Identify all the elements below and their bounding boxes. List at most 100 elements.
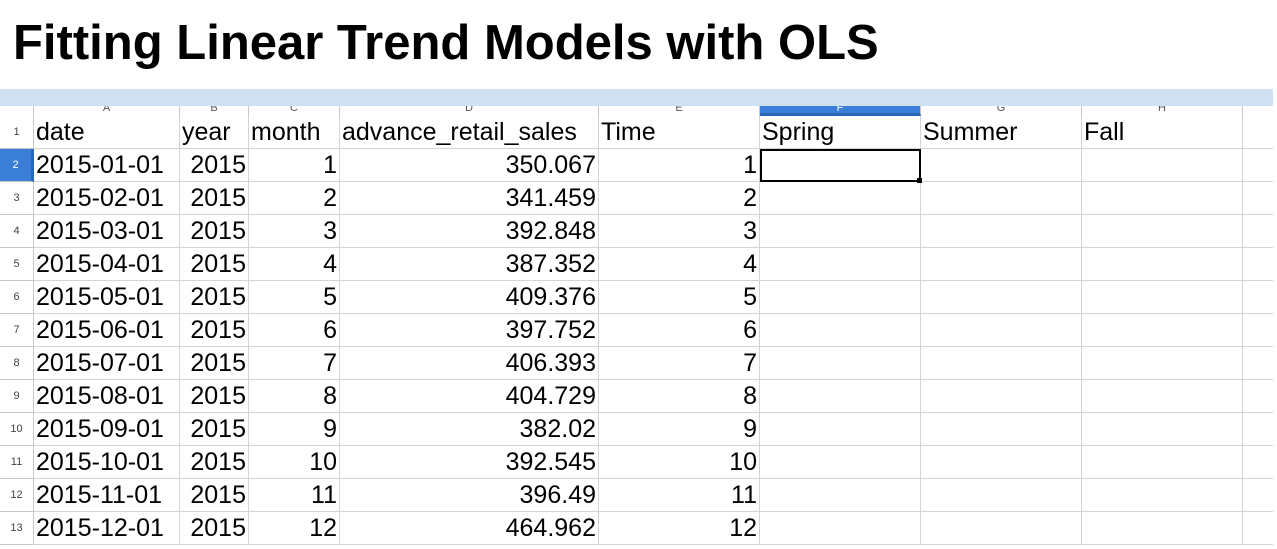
cell-a12[interactable]: 2015-11-01 <box>34 479 180 512</box>
cell-c2[interactable]: 1 <box>249 149 340 182</box>
cell-c4[interactable]: 3 <box>249 215 340 248</box>
cell-b8[interactable]: 2015 <box>180 347 249 380</box>
cell-a13[interactable]: 2015-12-01 <box>34 512 180 545</box>
cell-c11[interactable]: 10 <box>249 446 340 479</box>
cell-g1[interactable]: Summer <box>921 116 1082 149</box>
column-header-f[interactable]: F <box>760 106 921 116</box>
cell-f3[interactable] <box>760 182 921 215</box>
cell-d7[interactable]: 397.752 <box>340 314 599 347</box>
cell-f8[interactable] <box>760 347 921 380</box>
active-cell-f2[interactable] <box>760 149 921 182</box>
fill-handle[interactable] <box>917 178 922 183</box>
cell-f12[interactable] <box>760 479 921 512</box>
cell-e13[interactable]: 12 <box>599 512 760 545</box>
row-header[interactable]: 6 <box>0 281 34 314</box>
cell-b13[interactable]: 2015 <box>180 512 249 545</box>
cell-f9[interactable] <box>760 380 921 413</box>
row-header[interactable]: 7 <box>0 314 34 347</box>
row-header[interactable]: 10 <box>0 413 34 446</box>
cell-h6[interactable] <box>1082 281 1243 314</box>
cell-e6[interactable]: 5 <box>599 281 760 314</box>
cell-g6[interactable] <box>921 281 1082 314</box>
cell-e5[interactable]: 4 <box>599 248 760 281</box>
cell-h2[interactable] <box>1082 149 1243 182</box>
cell-b12[interactable]: 2015 <box>180 479 249 512</box>
cell-b6[interactable]: 2015 <box>180 281 249 314</box>
spreadsheet-grid[interactable]: A B C D E F G H 1 date year month advanc… <box>0 106 1277 549</box>
cell-b1[interactable]: year <box>180 116 249 149</box>
cell-g13[interactable] <box>921 512 1082 545</box>
cell-a11[interactable]: 2015-10-01 <box>34 446 180 479</box>
cell-e4[interactable]: 3 <box>599 215 760 248</box>
cell-d3[interactable]: 341.459 <box>340 182 599 215</box>
cell-f13[interactable] <box>760 512 921 545</box>
cell-c6[interactable]: 5 <box>249 281 340 314</box>
cell-f10[interactable] <box>760 413 921 446</box>
cell-d9[interactable]: 404.729 <box>340 380 599 413</box>
cell-c13[interactable]: 12 <box>249 512 340 545</box>
cell-g10[interactable] <box>921 413 1082 446</box>
cell-h4[interactable] <box>1082 215 1243 248</box>
cell-d13[interactable]: 464.962 <box>340 512 599 545</box>
cell-c10[interactable]: 9 <box>249 413 340 446</box>
column-header-d[interactable]: D <box>340 106 599 116</box>
cell-a3[interactable]: 2015-02-01 <box>34 182 180 215</box>
cell-f6[interactable] <box>760 281 921 314</box>
cell-a1[interactable]: date <box>34 116 180 149</box>
cell-h7[interactable] <box>1082 314 1243 347</box>
cell-f1[interactable]: Spring <box>760 116 921 149</box>
cell-h5[interactable] <box>1082 248 1243 281</box>
cell-a5[interactable]: 2015-04-01 <box>34 248 180 281</box>
cell-e2[interactable]: 1 <box>599 149 760 182</box>
cell-d8[interactable]: 406.393 <box>340 347 599 380</box>
cell-b10[interactable]: 2015 <box>180 413 249 446</box>
cell-d4[interactable]: 392.848 <box>340 215 599 248</box>
cell-g4[interactable] <box>921 215 1082 248</box>
cell-c7[interactable]: 6 <box>249 314 340 347</box>
cell-c5[interactable]: 4 <box>249 248 340 281</box>
row-header[interactable]: 4 <box>0 215 34 248</box>
column-header-g[interactable]: G <box>921 106 1082 116</box>
cell-g11[interactable] <box>921 446 1082 479</box>
cell-g7[interactable] <box>921 314 1082 347</box>
cell-e7[interactable]: 6 <box>599 314 760 347</box>
cell-i2[interactable] <box>1243 149 1277 182</box>
cell-a8[interactable]: 2015-07-01 <box>34 347 180 380</box>
cell-c8[interactable]: 7 <box>249 347 340 380</box>
cell-c9[interactable]: 8 <box>249 380 340 413</box>
column-header-b[interactable]: B <box>180 106 249 116</box>
cell-g12[interactable] <box>921 479 1082 512</box>
cell-h13[interactable] <box>1082 512 1243 545</box>
cell-h11[interactable] <box>1082 446 1243 479</box>
cell-f5[interactable] <box>760 248 921 281</box>
cell-i11[interactable] <box>1243 446 1277 479</box>
cell-i12[interactable] <box>1243 479 1277 512</box>
cell-i13[interactable] <box>1243 512 1277 545</box>
cell-d5[interactable]: 387.352 <box>340 248 599 281</box>
cell-b2[interactable]: 2015 <box>180 149 249 182</box>
column-header-h[interactable]: H <box>1082 106 1243 116</box>
cell-h12[interactable] <box>1082 479 1243 512</box>
cell-a2[interactable]: 2015-01-01 <box>34 149 180 182</box>
cell-e9[interactable]: 8 <box>599 380 760 413</box>
cell-d11[interactable]: 392.545 <box>340 446 599 479</box>
row-header[interactable]: 5 <box>0 248 34 281</box>
row-header[interactable]: 13 <box>0 512 34 545</box>
cell-d12[interactable]: 396.49 <box>340 479 599 512</box>
cell-c1[interactable]: month <box>249 116 340 149</box>
cell-f7[interactable] <box>760 314 921 347</box>
cell-a7[interactable]: 2015-06-01 <box>34 314 180 347</box>
cell-g2[interactable] <box>921 149 1082 182</box>
cell-d1[interactable]: advance_retail_sales <box>340 116 599 149</box>
column-header-e[interactable]: E <box>599 106 760 116</box>
cell-i5[interactable] <box>1243 248 1277 281</box>
row-header[interactable]: 8 <box>0 347 34 380</box>
cell-i6[interactable] <box>1243 281 1277 314</box>
cell-d2[interactable]: 350.067 <box>340 149 599 182</box>
cell-f4[interactable] <box>760 215 921 248</box>
cell-c12[interactable]: 11 <box>249 479 340 512</box>
cell-h10[interactable] <box>1082 413 1243 446</box>
cell-b11[interactable]: 2015 <box>180 446 249 479</box>
row-header[interactable]: 11 <box>0 446 34 479</box>
row-header[interactable]: 1 <box>0 116 34 149</box>
